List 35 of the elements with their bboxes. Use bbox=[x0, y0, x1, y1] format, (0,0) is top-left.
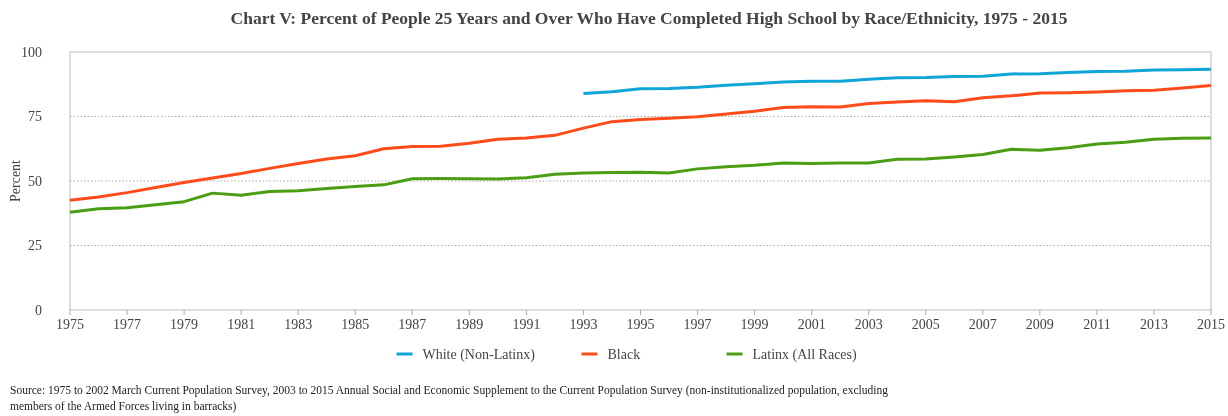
x-tick-label: 1981 bbox=[227, 317, 256, 332]
legend-label: Black bbox=[607, 346, 641, 362]
line-series bbox=[68, 84, 1213, 202]
y-axis-title: Percent bbox=[8, 159, 23, 202]
legend-label: White (Non-Latinx) bbox=[422, 346, 536, 363]
x-tick-label: 1983 bbox=[284, 317, 313, 332]
y-tick-label: 0 bbox=[35, 302, 42, 318]
chart-title: Chart V: Percent of People 25 Years and Over Who Have Completed High School by Race/Ethnicity, 1975 - 2015 bbox=[230, 8, 1068, 28]
y-tick-label: 50 bbox=[28, 173, 42, 189]
x-tick-label: 2007 bbox=[968, 317, 997, 332]
x-tick-label: 1997 bbox=[683, 317, 712, 332]
source-note: Source: 1975 to 2002 March Current Population Survey, 2003 to 2015 Annual Social and Economic Supplement to the Current Population Survey (non-institutionalized population, excluding members of the Armed Forces living in barracks) bbox=[10, 384, 889, 413]
x-tick-label: 1993 bbox=[569, 317, 598, 332]
line-series bbox=[581, 67, 1213, 96]
x-tick-label: 1989 bbox=[455, 317, 484, 332]
x-tick-label: 1999 bbox=[740, 317, 769, 332]
x-tick-label: 1987 bbox=[398, 317, 427, 332]
line-series bbox=[68, 136, 1213, 214]
x-tick-label: 1995 bbox=[626, 317, 655, 332]
x-tick-label: 2015 bbox=[1197, 317, 1225, 332]
x-tick-label: 2005 bbox=[911, 317, 940, 332]
x-tick-label: 2013 bbox=[1139, 317, 1168, 332]
x-tick-label: 1977 bbox=[113, 317, 142, 332]
x-tick-label: 2011 bbox=[1083, 317, 1111, 332]
legend-label: Latinx (All Races) bbox=[752, 346, 858, 363]
y-tick-label: 25 bbox=[28, 238, 42, 254]
x-tick-label: 1975 bbox=[56, 317, 84, 332]
x-tick-label: 2009 bbox=[1025, 317, 1054, 332]
x-tick-label: 1985 bbox=[341, 317, 370, 332]
y-tick-label: 100 bbox=[21, 44, 42, 60]
x-tick-label: 1979 bbox=[170, 317, 199, 332]
x-tick-label: 2003 bbox=[854, 317, 883, 332]
x-tick-label: 1991 bbox=[512, 317, 541, 332]
x-tick-label: 2001 bbox=[797, 317, 826, 332]
y-tick-label: 75 bbox=[28, 109, 42, 125]
